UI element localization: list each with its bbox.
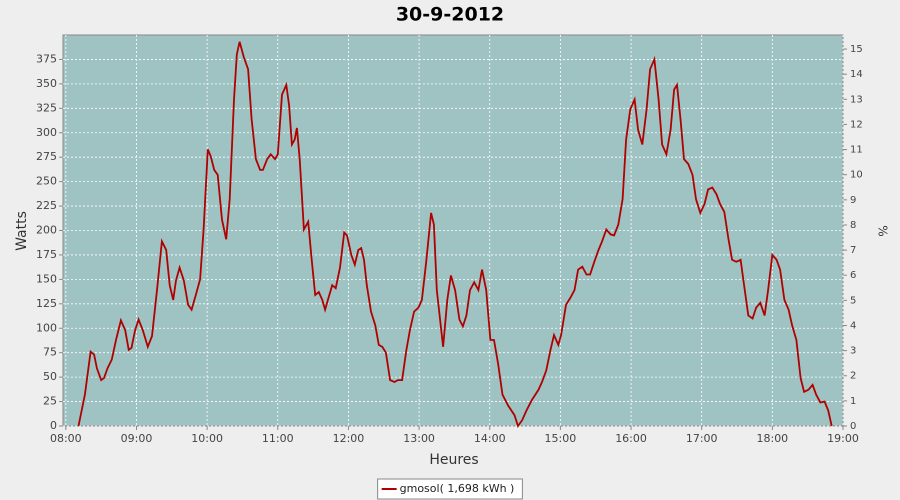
- x-tick-label: 13:00: [403, 432, 435, 445]
- y2-tick-label: 11: [850, 145, 863, 156]
- y2-axis-label: %: [876, 225, 890, 236]
- y2-tick-label: 1: [850, 396, 856, 407]
- y2-tick-label: 8: [850, 220, 856, 231]
- y-tick-label: 250: [36, 175, 57, 188]
- y-tick-label: 25: [43, 395, 57, 408]
- y2-tick-label: 9: [850, 195, 856, 206]
- y-tick-label: 225: [36, 199, 57, 212]
- y-tick-label: 175: [36, 248, 57, 261]
- y-tick-label: 50: [43, 370, 57, 383]
- y-axis-label: Watts: [14, 211, 30, 251]
- y2-tick-label: 10: [850, 170, 863, 181]
- x-tick-label: 18:00: [756, 432, 788, 445]
- y-tick-label: 150: [36, 272, 57, 285]
- x-tick-label: 10:00: [191, 432, 223, 445]
- x-tick-label: 17:00: [686, 432, 718, 445]
- y-tick-label: 350: [36, 77, 57, 90]
- x-tick-label: 14:00: [474, 432, 506, 445]
- y2-tick-label: 2: [850, 371, 856, 382]
- y-tick-label: 100: [36, 321, 57, 334]
- x-tick-label: 15:00: [545, 432, 577, 445]
- x-tick-label: 12:00: [333, 432, 365, 445]
- x-tick-label: 08:00: [50, 432, 82, 445]
- chart-title: 30-9-2012: [396, 4, 504, 26]
- legend-label: gmosol( 1,698 kWh ): [400, 482, 515, 495]
- y2-tick-label: 6: [850, 270, 856, 281]
- y-tick-label: 125: [36, 297, 57, 310]
- y-tick-label: 300: [36, 126, 57, 139]
- x-tick-label: 09:00: [121, 432, 153, 445]
- x-tick-label: 11:00: [262, 432, 294, 445]
- y2-tick-label: 0: [850, 421, 856, 432]
- y-tick-label: 325: [36, 101, 57, 114]
- y2-tick-label: 14: [850, 69, 863, 80]
- y-tick-label: 275: [36, 150, 57, 163]
- x-axis-label: Heures: [429, 452, 478, 468]
- y-tick-label: 375: [36, 52, 57, 65]
- y2-tick-label: 5: [850, 295, 856, 306]
- y-tick-label: 0: [50, 419, 57, 432]
- y2-tick-label: 12: [850, 119, 863, 130]
- y-tick-label: 200: [36, 224, 57, 237]
- y-tick-label: 75: [43, 346, 57, 359]
- y2-tick-label: 7: [850, 245, 856, 256]
- y2-tick-label: 13: [850, 94, 863, 105]
- x-tick-label: 19:00: [827, 432, 859, 445]
- legend-box: [377, 478, 523, 500]
- x-tick-label: 16:00: [615, 432, 647, 445]
- y2-tick-label: 15: [850, 44, 863, 55]
- y2-tick-label: 4: [850, 320, 856, 331]
- y2-tick-label: 3: [850, 346, 856, 357]
- data-line: [77, 41, 833, 428]
- legend: gmosol( 1,698 kWh ): [377, 478, 523, 500]
